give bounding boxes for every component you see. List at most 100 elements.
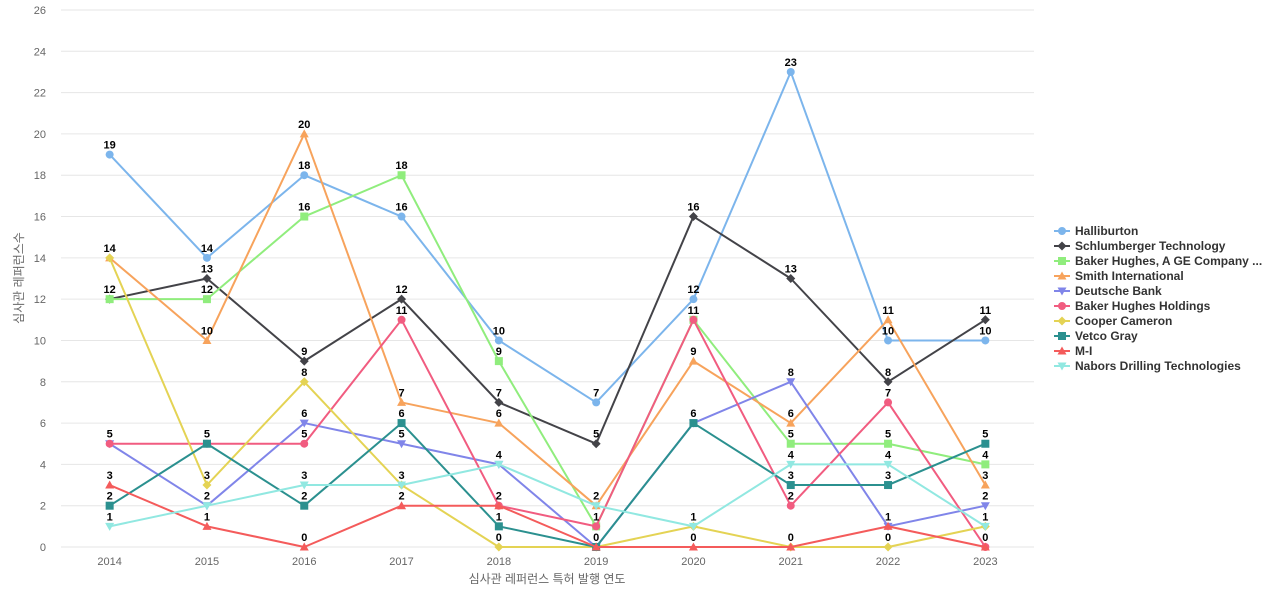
data-point[interactable] bbox=[883, 315, 893, 324]
data-point[interactable] bbox=[105, 295, 114, 304]
data-point[interactable] bbox=[884, 336, 893, 345]
data-label: 6 bbox=[496, 408, 502, 420]
data-point[interactable] bbox=[981, 336, 990, 345]
y-tick-label: 6 bbox=[40, 418, 46, 430]
data-point[interactable] bbox=[786, 481, 795, 490]
data-point[interactable] bbox=[884, 439, 893, 448]
data-point[interactable] bbox=[202, 439, 211, 448]
data-labels: 1914125321141312105321201816986532018161… bbox=[104, 57, 992, 544]
data-point[interactable] bbox=[688, 212, 698, 222]
legend-item[interactable]: Baker Hughes, A GE Company ... bbox=[1054, 254, 1262, 268]
data-point[interactable] bbox=[980, 480, 990, 489]
data-point[interactable] bbox=[494, 357, 503, 366]
data-point[interactable] bbox=[786, 67, 795, 76]
data-point[interactable] bbox=[105, 253, 115, 263]
data-point[interactable] bbox=[300, 171, 309, 180]
data-point[interactable] bbox=[494, 501, 504, 510]
data-point[interactable] bbox=[202, 521, 212, 530]
data-point[interactable] bbox=[105, 480, 115, 489]
legend-marker bbox=[1057, 316, 1067, 326]
data-point[interactable] bbox=[688, 356, 698, 365]
data-point[interactable] bbox=[884, 398, 893, 407]
data-point[interactable] bbox=[786, 274, 796, 283]
data-point[interactable] bbox=[591, 502, 601, 511]
data-point[interactable] bbox=[202, 502, 212, 511]
data-point[interactable] bbox=[591, 439, 601, 449]
data-point[interactable] bbox=[494, 522, 503, 531]
data-point[interactable] bbox=[299, 542, 309, 551]
data-point[interactable] bbox=[300, 212, 309, 221]
legend-item[interactable]: Schlumberger Technology bbox=[1054, 239, 1226, 253]
data-point[interactable] bbox=[689, 295, 698, 304]
data-point[interactable] bbox=[883, 521, 893, 530]
data-point[interactable] bbox=[786, 439, 795, 448]
data-label: 18 bbox=[298, 160, 310, 172]
data-point[interactable] bbox=[299, 129, 309, 138]
data-point[interactable] bbox=[105, 439, 114, 448]
data-point[interactable] bbox=[494, 336, 503, 345]
data-point[interactable] bbox=[202, 480, 212, 490]
data-point[interactable] bbox=[202, 295, 211, 304]
data-point[interactable] bbox=[202, 253, 211, 262]
data-point[interactable] bbox=[786, 542, 796, 551]
data-point[interactable] bbox=[397, 419, 406, 428]
data-point[interactable] bbox=[494, 418, 504, 427]
data-point[interactable] bbox=[105, 522, 115, 531]
data-point[interactable] bbox=[397, 315, 406, 324]
data-point[interactable] bbox=[591, 542, 601, 551]
data-point[interactable] bbox=[980, 522, 990, 531]
data-point[interactable] bbox=[980, 315, 990, 325]
data-point[interactable] bbox=[299, 377, 309, 387]
data-point[interactable] bbox=[397, 481, 407, 490]
series-line bbox=[109, 174, 986, 528]
data-point[interactable] bbox=[397, 440, 407, 449]
data-point[interactable] bbox=[592, 522, 601, 531]
data-point[interactable] bbox=[494, 397, 504, 407]
data-label: 5 bbox=[982, 429, 988, 441]
data-point[interactable] bbox=[981, 439, 990, 448]
legend-item[interactable]: Smith International bbox=[1054, 269, 1184, 283]
legend-item[interactable]: Nabors Drilling Technologies bbox=[1054, 359, 1241, 373]
data-point[interactable] bbox=[689, 315, 698, 324]
data-point[interactable] bbox=[786, 460, 796, 469]
data-point[interactable] bbox=[689, 419, 698, 428]
data-point[interactable] bbox=[884, 481, 893, 490]
data-point[interactable] bbox=[786, 501, 795, 510]
data-point[interactable] bbox=[494, 542, 504, 552]
data-point[interactable] bbox=[202, 335, 212, 344]
data-point[interactable] bbox=[397, 212, 406, 221]
legend-item[interactable]: Halliburton bbox=[1054, 224, 1138, 238]
data-point[interactable] bbox=[299, 481, 309, 490]
data-point[interactable] bbox=[592, 398, 601, 407]
data-point[interactable] bbox=[300, 501, 309, 510]
legend-item[interactable]: Deutsche Bank bbox=[1054, 284, 1162, 298]
data-point[interactable] bbox=[397, 501, 407, 510]
legend-item[interactable]: Vetco Gray bbox=[1054, 329, 1138, 343]
data-point[interactable] bbox=[494, 460, 504, 469]
x-axis-ticks: 2014 2015 2016 2017 2018 2019 2020 2021 2022 2023 bbox=[97, 556, 997, 568]
data-point[interactable] bbox=[688, 522, 698, 531]
data-point[interactable] bbox=[688, 542, 698, 551]
data-point[interactable] bbox=[300, 439, 309, 448]
data-point[interactable] bbox=[786, 378, 796, 387]
data-label: 2 bbox=[204, 491, 210, 503]
data-point[interactable] bbox=[105, 501, 114, 510]
legend-item[interactable]: M-I bbox=[1054, 344, 1092, 358]
data-point[interactable] bbox=[397, 171, 406, 180]
data-point[interactable] bbox=[980, 542, 990, 551]
legend-item[interactable]: Cooper Cameron bbox=[1054, 314, 1172, 328]
data-point[interactable] bbox=[202, 274, 212, 283]
data-point[interactable] bbox=[397, 397, 407, 406]
data-label: 2 bbox=[107, 491, 113, 503]
data-point[interactable] bbox=[883, 377, 893, 387]
legend-item[interactable]: Baker Hughes Holdings bbox=[1054, 299, 1211, 313]
data-point[interactable] bbox=[397, 294, 407, 304]
data-point[interactable] bbox=[299, 419, 309, 428]
data-point[interactable] bbox=[883, 460, 893, 469]
data-point[interactable] bbox=[786, 418, 796, 427]
data-point[interactable] bbox=[883, 542, 893, 552]
data-point[interactable] bbox=[981, 460, 990, 469]
data-point[interactable] bbox=[105, 150, 114, 159]
data-point[interactable] bbox=[980, 502, 990, 511]
data-point[interactable] bbox=[299, 356, 309, 366]
